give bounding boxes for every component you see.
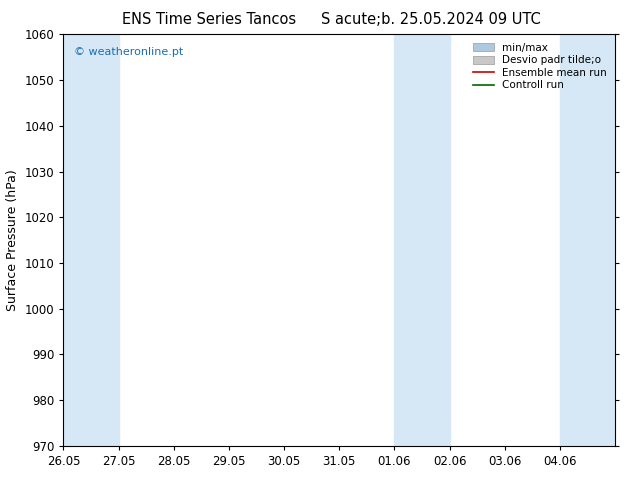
Bar [63, 34, 119, 446]
Bar [394, 34, 450, 446]
Bar [560, 34, 615, 446]
Text: ENS Time Series Tancos: ENS Time Series Tancos [122, 12, 296, 27]
Legend: min/max, Desvio padr tilde;o, Ensemble mean run, Controll run: min/max, Desvio padr tilde;o, Ensemble m… [470, 40, 610, 94]
Text: S acute;b. 25.05.2024 09 UTC: S acute;b. 25.05.2024 09 UTC [321, 12, 541, 27]
Text: © weatheronline.pt: © weatheronline.pt [74, 47, 184, 57]
Y-axis label: Surface Pressure (hPa): Surface Pressure (hPa) [6, 169, 19, 311]
